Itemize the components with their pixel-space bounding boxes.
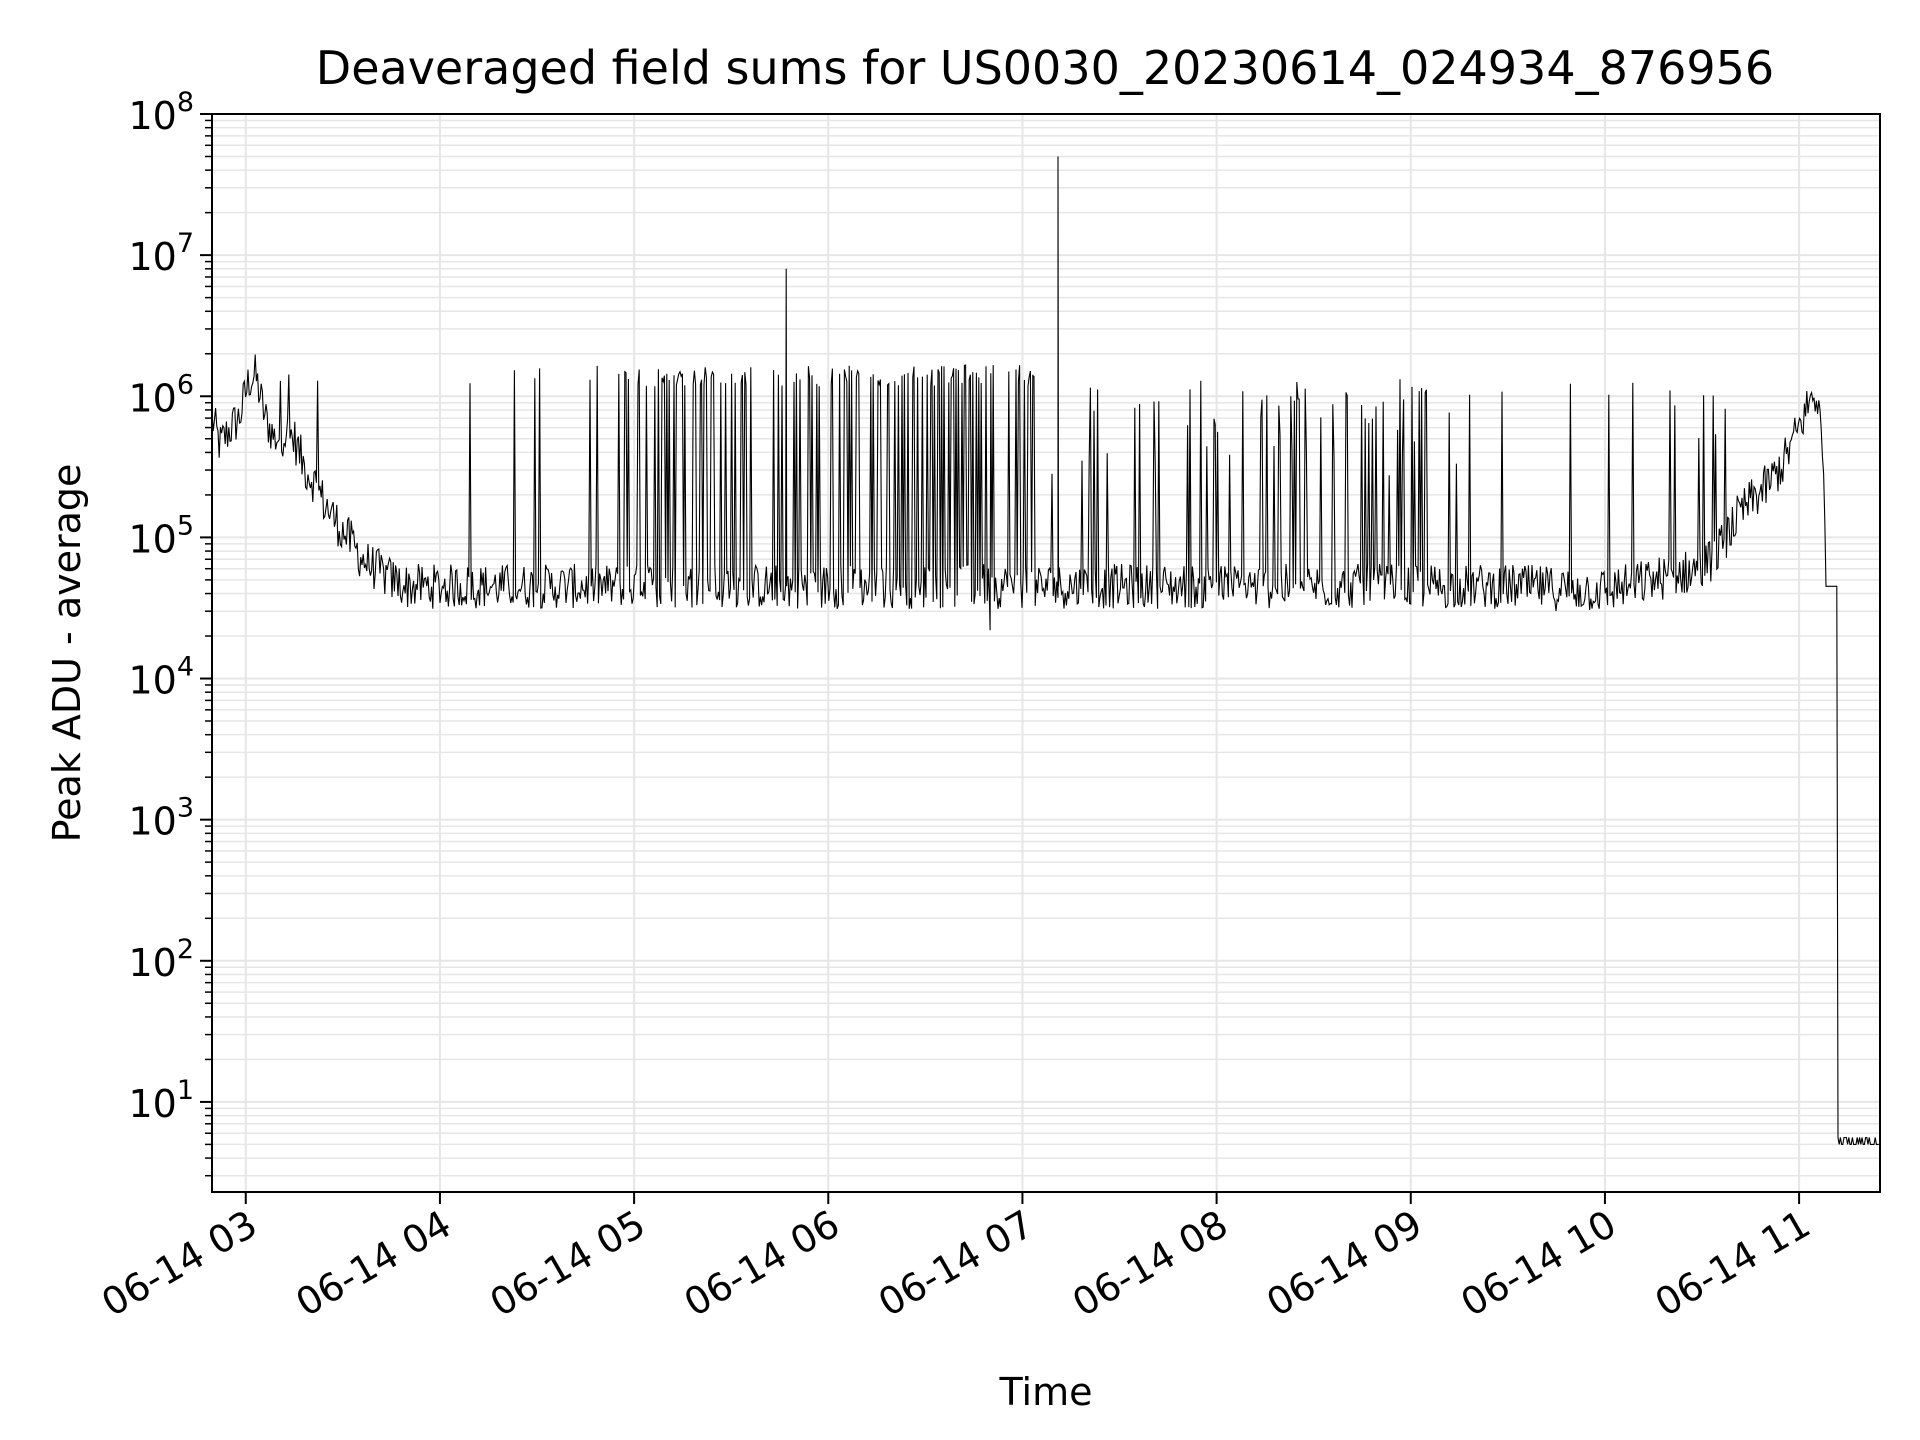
series-layer: [212, 156, 1879, 1145]
minor-gridlines: [212, 119, 1880, 1177]
y-tick-label: 105: [128, 510, 194, 561]
y-tick-label: 107: [128, 228, 194, 279]
plot-frame: [211, 113, 1881, 1193]
y-tick-label: 104: [128, 652, 194, 703]
y-axis-label: Peak ADU - average: [45, 464, 89, 843]
y-tick-label: 102: [128, 934, 194, 985]
y-axis-ticks: 101 102 103 104 105 106 107 108: [128, 87, 212, 1177]
y-tick-label: 106: [128, 369, 194, 420]
y-tick-label: 103: [128, 793, 194, 844]
y-tick-label: 101: [128, 1075, 194, 1126]
y-tick-label: 108: [128, 87, 194, 138]
chart-title: Deaveraged field sums for US0030_2023061…: [316, 41, 1774, 95]
x-axis-label: Time: [999, 1370, 1093, 1414]
series-line: [212, 156, 1879, 1145]
